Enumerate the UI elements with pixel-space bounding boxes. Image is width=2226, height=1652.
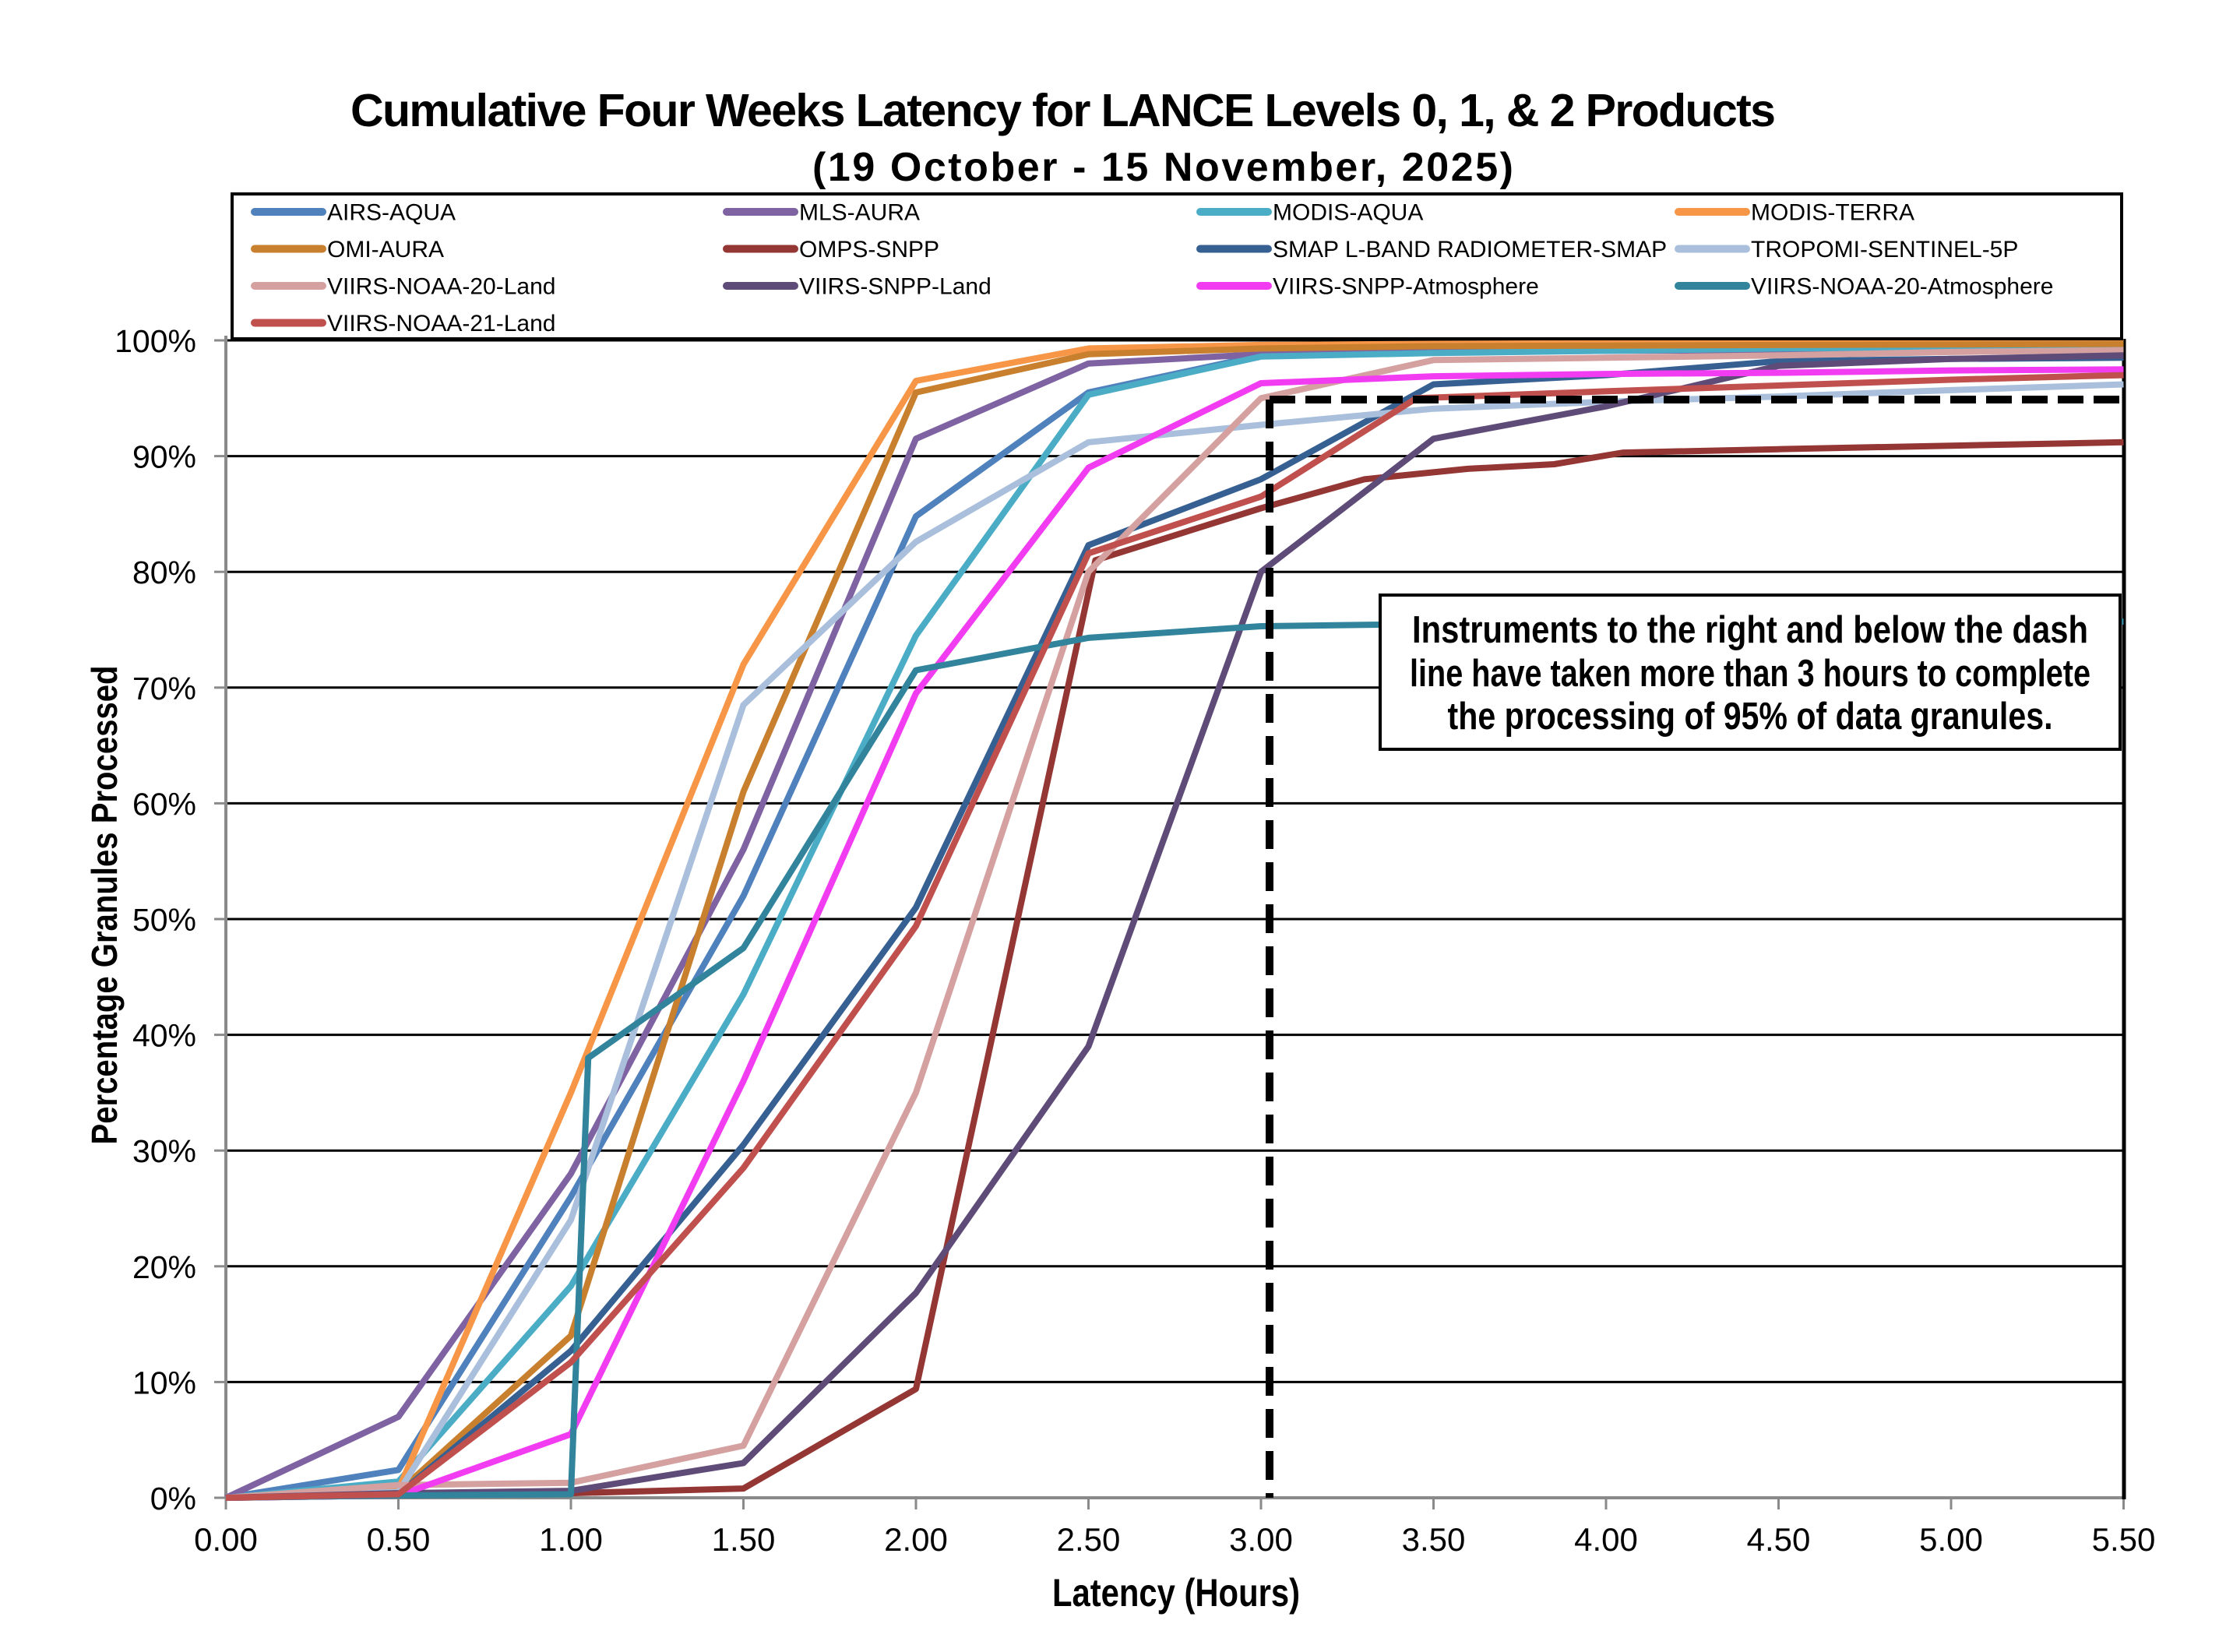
svg-text:3.50: 3.50 [1402, 1521, 1466, 1558]
svg-text:Cumulative Four Weeks Latency: Cumulative Four Weeks Latency for LANCE … [350, 85, 1776, 136]
svg-text:Instruments to the right and b: Instruments to the right and below the d… [1412, 609, 2088, 651]
svg-text:50%: 50% [132, 902, 196, 938]
svg-text:4.00: 4.00 [1574, 1521, 1638, 1558]
svg-text:SMAP L-BAND RADIOMETER-SMAP: SMAP L-BAND RADIOMETER-SMAP [1273, 237, 1667, 262]
svg-text:Latency (Hours): Latency (Hours) [1052, 1571, 1300, 1615]
svg-text:5.50: 5.50 [2092, 1521, 2156, 1558]
svg-text:AIRS-AQUA: AIRS-AQUA [327, 200, 456, 226]
svg-text:MLS-AURA: MLS-AURA [799, 200, 920, 226]
svg-text:2.00: 2.00 [884, 1521, 948, 1558]
svg-text:TROPOMI-SENTINEL-5P: TROPOMI-SENTINEL-5P [1751, 237, 2018, 262]
svg-text:VIIRS-SNPP-Atmosphere: VIIRS-SNPP-Atmosphere [1273, 274, 1539, 300]
svg-text:0.00: 0.00 [194, 1521, 258, 1558]
svg-text:1.50: 1.50 [712, 1521, 776, 1558]
svg-text:OMI-AURA: OMI-AURA [327, 237, 444, 262]
svg-text:OMPS-SNPP: OMPS-SNPP [799, 237, 939, 262]
svg-text:3.00: 3.00 [1229, 1521, 1293, 1558]
svg-text:0%: 0% [150, 1481, 196, 1516]
svg-text:5.00: 5.00 [1919, 1521, 1983, 1558]
svg-text:60%: 60% [132, 786, 196, 822]
svg-text:2.50: 2.50 [1057, 1521, 1121, 1558]
svg-text:0.50: 0.50 [367, 1521, 431, 1558]
svg-text:VIIRS-NOAA-21-Land: VIIRS-NOAA-21-Land [327, 311, 555, 336]
svg-text:VIIRS-NOAA-20-Land: VIIRS-NOAA-20-Land [327, 274, 555, 300]
svg-text:40%: 40% [132, 1018, 196, 1054]
svg-text:4.50: 4.50 [1747, 1521, 1811, 1558]
svg-text:the processing of 95% of data: the processing of 95% of data granules. [1448, 696, 2053, 738]
svg-text:20%: 20% [132, 1249, 196, 1285]
svg-text:80%: 80% [132, 555, 196, 590]
svg-text:line have taken more than 3 ho: line have taken more than 3 hours to com… [1410, 653, 2090, 695]
svg-text:90%: 90% [132, 439, 196, 475]
svg-text:30%: 30% [132, 1133, 196, 1169]
svg-text:Percentage Granules Processed: Percentage Granules Processed [84, 666, 125, 1145]
svg-text:VIIRS-SNPP-Land: VIIRS-SNPP-Land [799, 274, 991, 300]
svg-text:MODIS-TERRA: MODIS-TERRA [1751, 200, 1914, 226]
svg-text:VIIRS-NOAA-20-Atmosphere: VIIRS-NOAA-20-Atmosphere [1751, 274, 2053, 300]
svg-text:MODIS-AQUA: MODIS-AQUA [1273, 200, 1423, 226]
svg-text:1.00: 1.00 [539, 1521, 603, 1558]
svg-text:10%: 10% [132, 1365, 196, 1400]
svg-text:70%: 70% [132, 671, 196, 706]
svg-text:(19 October - 15 November, 2: (19 October - 15 November, 2025) [812, 145, 1513, 190]
svg-text:100%: 100% [114, 323, 196, 359]
